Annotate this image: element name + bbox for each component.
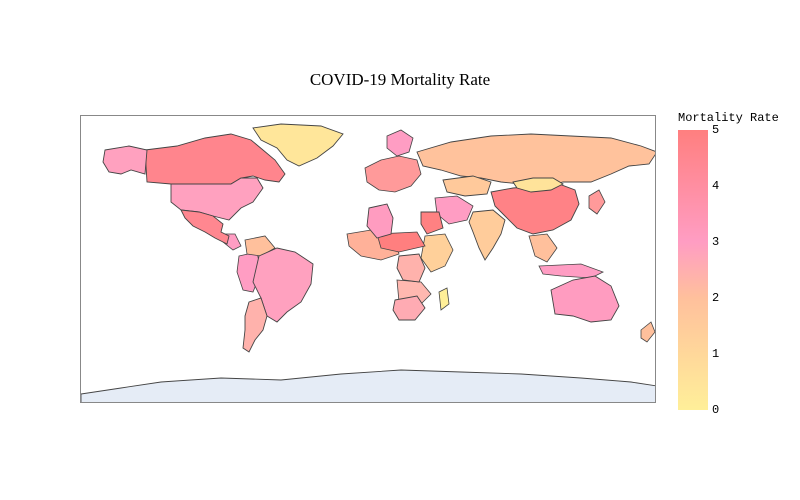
land-nz[interactable]: [640, 321, 655, 343]
country-india[interactable]: [468, 209, 506, 261]
land-sahel[interactable]: [376, 231, 426, 253]
land-se-asia[interactable]: [528, 233, 558, 263]
colorbar-tick: 0: [712, 403, 720, 417]
country-algeria[interactable]: [366, 203, 394, 239]
chart-title: COVID-19 Mortality Rate: [309, 70, 491, 89]
land-scandinavia[interactable]: [386, 129, 414, 157]
country-kazakhstan[interactable]: [442, 175, 492, 197]
land-europe[interactable]: [364, 155, 422, 193]
colorbar-tick: 2: [712, 291, 720, 305]
colorbar-tick: 3: [712, 235, 720, 249]
country-alaska[interactable]: [102, 145, 148, 175]
colorbar-tick: 5: [712, 123, 720, 137]
map-canvas[interactable]: [81, 116, 656, 403]
country-australia[interactable]: [550, 275, 620, 323]
country-egypt[interactable]: [420, 211, 444, 235]
country-greenland[interactable]: [252, 123, 344, 167]
colorbar-tick: 1: [712, 347, 720, 361]
colorbar-title: Mortality Rate: [678, 111, 779, 125]
country-brazil[interactable]: [252, 247, 314, 323]
land-antarctica[interactable]: [81, 369, 656, 403]
land-japan[interactable]: [588, 189, 606, 215]
country-argentina[interactable]: [242, 297, 268, 353]
country-mexico[interactable]: [180, 209, 230, 245]
world-map[interactable]: [80, 115, 656, 403]
land-east-africa[interactable]: [420, 233, 454, 273]
country-dr-congo[interactable]: [396, 253, 426, 283]
colorbar: [678, 130, 708, 410]
country-south-africa[interactable]: [392, 295, 426, 321]
land-madagascar[interactable]: [438, 287, 450, 311]
colorbar-tick: 4: [712, 179, 720, 193]
country-mongolia[interactable]: [512, 177, 564, 193]
